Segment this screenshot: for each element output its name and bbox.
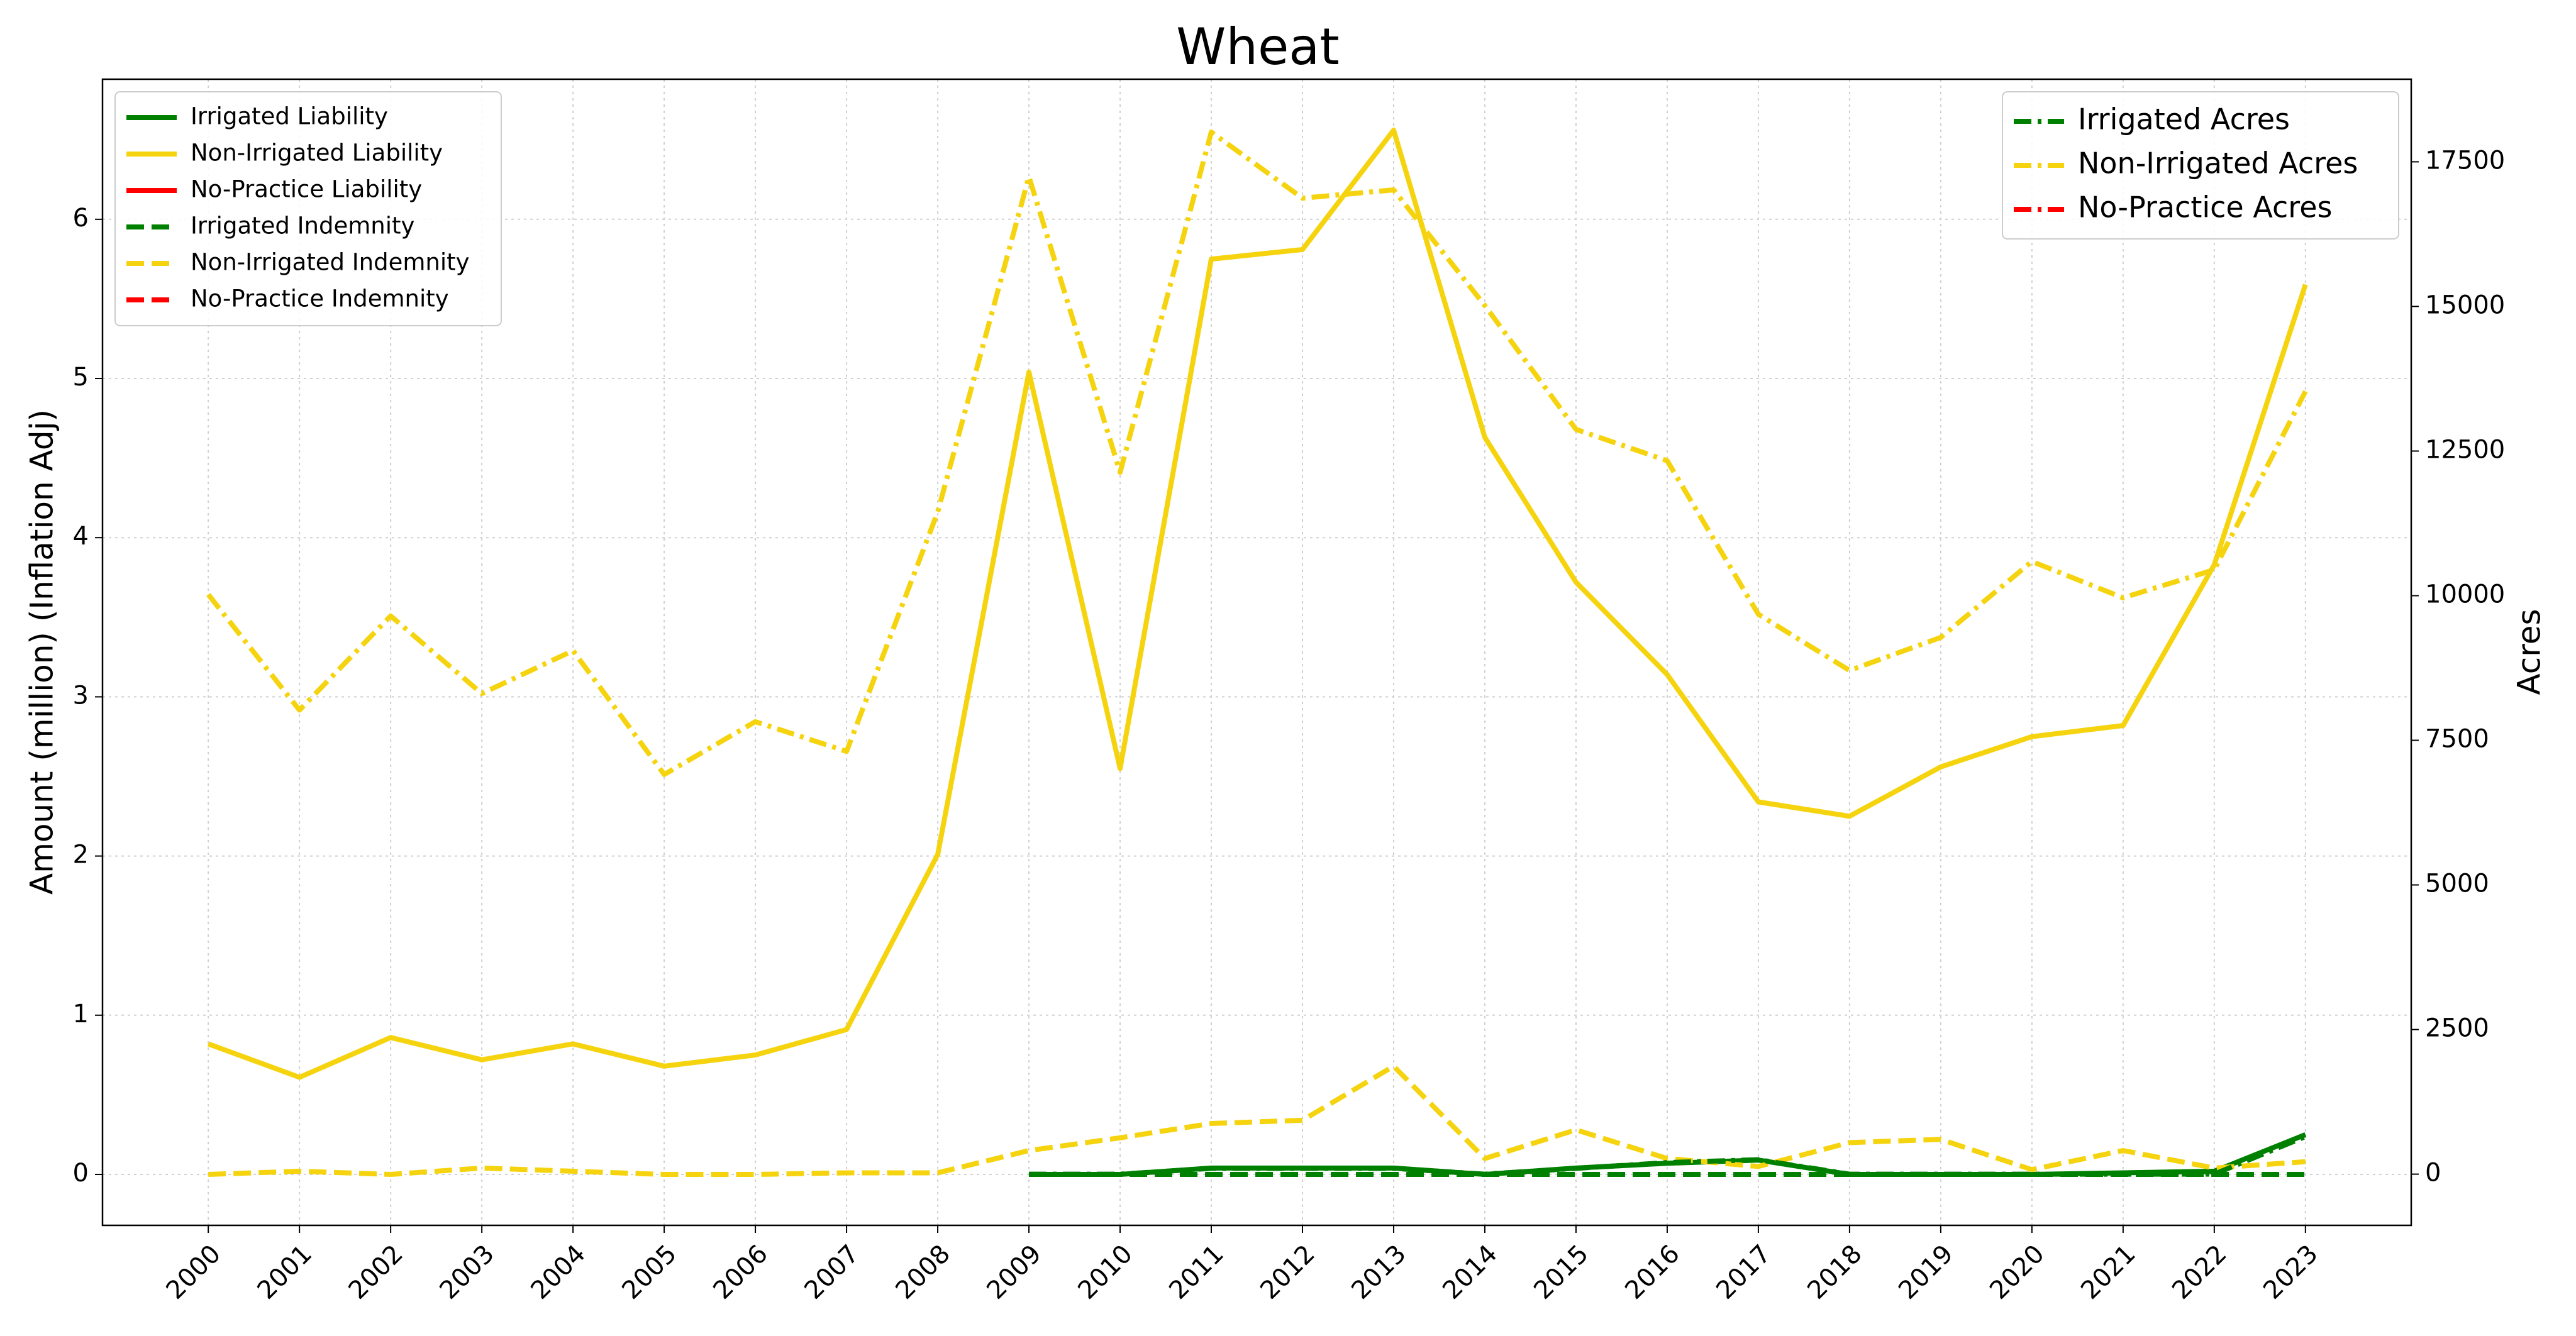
y-tick-label: 6 <box>73 204 89 233</box>
plot-frame <box>101 78 2412 1227</box>
legend-label: Irrigated Indemnity <box>191 213 414 240</box>
line-series <box>208 1063 2306 1177</box>
line-series <box>206 130 2308 777</box>
legend-label: Non-Irrigated Indemnity <box>191 249 470 276</box>
y-axis-label: Amount (million) (Inflation Adj) <box>24 409 60 895</box>
legend-box <box>114 91 502 326</box>
legend-label: Non-Irrigated Liability <box>191 140 443 167</box>
y2-tick-label: 5000 <box>2425 870 2489 898</box>
legend-label: No-Practice Liability <box>191 176 422 203</box>
y2-axis-label: Acres <box>2511 609 2548 695</box>
line-series <box>207 128 2308 1080</box>
y2-tick-label: 10000 <box>2425 580 2505 609</box>
legend-label: Irrigated Liability <box>191 103 388 130</box>
y-tick-label: 2 <box>73 841 89 870</box>
line-series <box>1029 1134 2307 1177</box>
chart-title: Wheat <box>1176 18 1339 76</box>
legend-label: No-Practice Indemnity <box>191 285 449 312</box>
y2-tick-label: 15000 <box>2425 290 2505 319</box>
legend-label: Non-Irrigated Acres <box>2078 146 2358 180</box>
y2-tick-label: 2500 <box>2425 1014 2489 1043</box>
y2-tick-label: 17500 <box>2425 146 2505 175</box>
y2-tick-label: 0 <box>2425 1159 2441 1188</box>
legend-label: No-Practice Acres <box>2078 190 2332 224</box>
y-tick-label: 0 <box>73 1159 89 1188</box>
y-tick-label: 3 <box>73 681 89 710</box>
legend-box <box>2002 91 2399 240</box>
y2-tick-label: 7500 <box>2425 724 2489 753</box>
y2-tick-label: 12500 <box>2425 435 2505 464</box>
legend-label: Irrigated Acres <box>2078 102 2290 136</box>
y-tick-label: 1 <box>73 1000 89 1029</box>
y-tick-label: 5 <box>73 363 89 392</box>
y-tick-label: 4 <box>73 522 89 551</box>
